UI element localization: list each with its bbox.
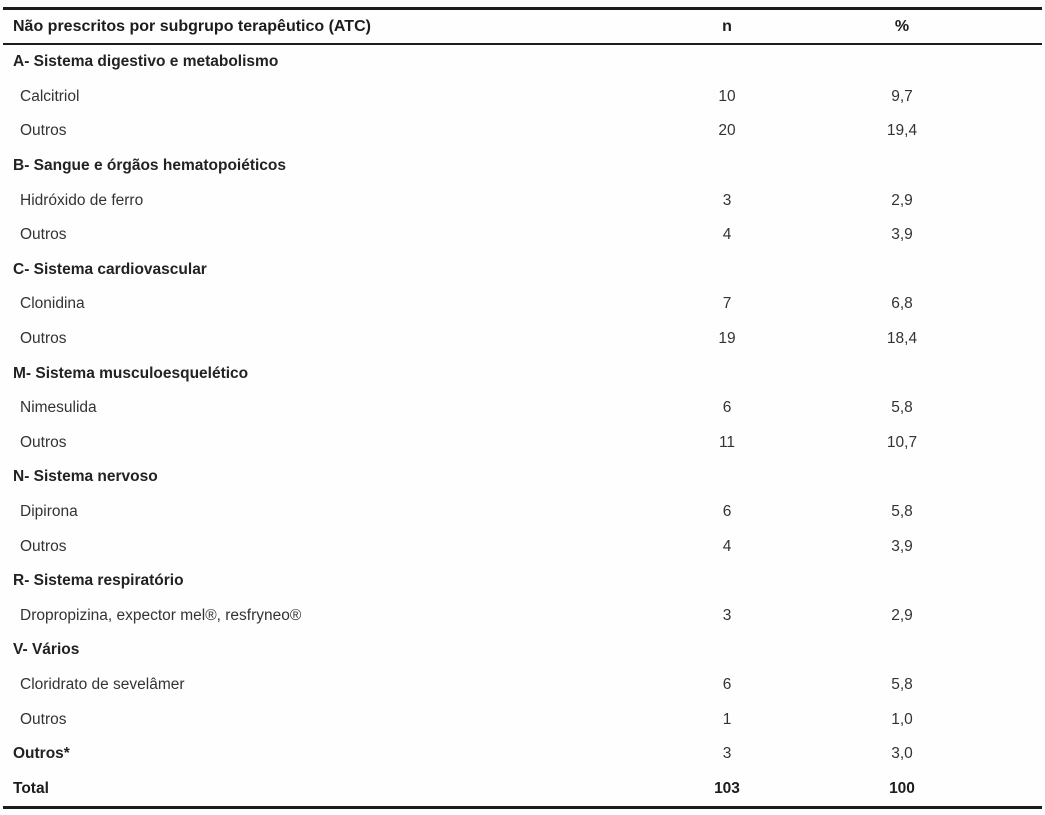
table-header-row: Não prescritos por subgrupo terapêutico … [3, 10, 1042, 45]
row-n-value: 3 [722, 745, 732, 763]
header-col-percent: % [894, 17, 910, 35]
row-label: Outros [20, 537, 67, 555]
row-label: Cloridrato de sevelâmer [20, 675, 185, 693]
row-label: Outros [20, 433, 67, 451]
row-label: C- Sistema cardiovascular [13, 260, 207, 278]
row-pct-value: 9,7 [891, 87, 913, 105]
row-label: Dropropizina, expector mel®, resfryneo® [20, 606, 302, 624]
row-label: Outros [20, 330, 67, 348]
table-row: Dipirona 6 5,8 [3, 495, 1042, 530]
row-label: Outros* [13, 745, 70, 763]
table-row: Clonidina 7 6,8 [3, 287, 1042, 322]
table-row: Outros 19 18,4 [3, 322, 1042, 357]
atc-table: Não prescritos por subgrupo terapêutico … [3, 7, 1042, 809]
row-pct-value: 2,9 [891, 606, 913, 624]
table-row: B- Sangue e órgãos hematopoiéticos [3, 149, 1042, 184]
row-n-value: 3 [722, 606, 732, 624]
table-row: R- Sistema respiratório [3, 564, 1042, 599]
row-pct-value: 18,4 [886, 330, 918, 348]
row-label: N- Sistema nervoso [13, 468, 158, 486]
row-n-value: 6 [722, 399, 732, 417]
table-row: V- Vários [3, 633, 1042, 668]
table-row: Total 103 100 [3, 771, 1042, 806]
row-label: A- Sistema digestivo e metabolismo [13, 53, 279, 71]
table-row: Dropropizina, expector mel®, resfryneo® … [3, 599, 1042, 634]
table-row: Cloridrato de sevelâmer 6 5,8 [3, 668, 1042, 703]
table-row: A- Sistema digestivo e metabolismo [3, 45, 1042, 80]
row-label: Outros [20, 226, 67, 244]
row-n-value: 1 [722, 710, 732, 728]
row-pct-value: 100 [889, 779, 915, 797]
row-n-value: 11 [718, 433, 736, 451]
row-n-value: 6 [722, 675, 732, 693]
table-row: C- Sistema cardiovascular [3, 253, 1042, 288]
row-n-value: 3 [722, 191, 732, 209]
row-label: B- Sangue e órgãos hematopoiéticos [13, 157, 287, 175]
row-label: Hidróxido de ferro [20, 191, 144, 209]
row-n-value: 6 [722, 503, 732, 521]
table-row: Outros 4 3,9 [3, 529, 1042, 564]
row-label: Clonidina [20, 295, 85, 313]
table-row: Hidróxido de ferro 3 2,9 [3, 183, 1042, 218]
row-pct-value: 2,9 [891, 191, 913, 209]
row-pct-value: 5,8 [891, 675, 913, 693]
row-label: Nimesulida [20, 399, 97, 417]
table-row: Nimesulida 6 5,8 [3, 391, 1042, 426]
row-n-value: 10 [718, 87, 736, 105]
table-row: Outros* 3 3,0 [3, 737, 1042, 772]
row-n-value: 19 [718, 330, 736, 348]
row-pct-value: 3,9 [891, 537, 913, 555]
table-row: Outros 11 10,7 [3, 426, 1042, 461]
row-n-value: 4 [722, 537, 732, 555]
row-label: Dipirona [20, 503, 78, 521]
row-pct-value: 1,0 [891, 710, 913, 728]
row-n-value: 20 [718, 122, 736, 140]
table-row: M- Sistema musculoesquelético [3, 356, 1042, 391]
row-label: Calcitriol [20, 87, 80, 105]
row-label: M- Sistema musculoesquelético [13, 364, 249, 382]
row-pct-value: 3,0 [891, 745, 913, 763]
row-pct-value: 10,7 [886, 433, 918, 451]
header-col-subgroup: Não prescritos por subgrupo terapêutico … [13, 17, 371, 35]
row-label: Outros [20, 710, 67, 728]
row-label: R- Sistema respiratório [13, 572, 184, 590]
table-row: Outros 20 19,4 [3, 114, 1042, 149]
header-col-n: n [722, 17, 732, 35]
row-n-value: 7 [722, 295, 732, 313]
table-row: Calcitriol 10 9,7 [3, 80, 1042, 115]
row-pct-value: 3,9 [891, 226, 913, 244]
row-label: Outros [20, 122, 67, 140]
row-pct-value: 6,8 [891, 295, 913, 313]
table-body: A- Sistema digestivo e metabolismo Calci… [3, 45, 1042, 806]
table-row: N- Sistema nervoso [3, 460, 1042, 495]
row-pct-value: 5,8 [891, 399, 913, 417]
row-pct-value: 5,8 [891, 503, 913, 521]
row-label: Total [13, 779, 49, 797]
row-n-value: 4 [722, 226, 732, 244]
row-pct-value: 19,4 [886, 122, 918, 140]
table-row: Outros 4 3,9 [3, 218, 1042, 253]
table-row: Outros 1 1,0 [3, 702, 1042, 737]
row-n-value: 103 [714, 779, 740, 797]
row-label: V- Vários [13, 641, 80, 659]
